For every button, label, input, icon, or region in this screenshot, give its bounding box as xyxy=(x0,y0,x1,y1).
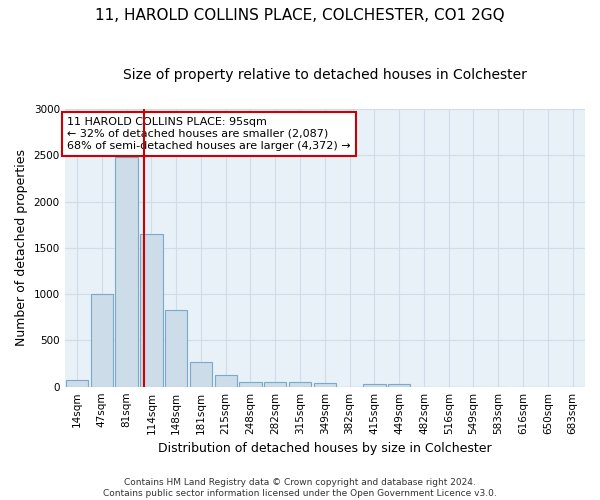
Bar xyxy=(289,382,311,386)
Bar xyxy=(215,375,237,386)
Bar xyxy=(115,157,138,386)
Y-axis label: Number of detached properties: Number of detached properties xyxy=(15,150,28,346)
Text: Contains HM Land Registry data © Crown copyright and database right 2024.
Contai: Contains HM Land Registry data © Crown c… xyxy=(103,478,497,498)
Text: 11, HAROLD COLLINS PLACE, COLCHESTER, CO1 2GQ: 11, HAROLD COLLINS PLACE, COLCHESTER, CO… xyxy=(95,8,505,22)
Bar xyxy=(239,382,262,386)
Bar xyxy=(388,384,410,386)
Bar xyxy=(66,380,88,386)
X-axis label: Distribution of detached houses by size in Colchester: Distribution of detached houses by size … xyxy=(158,442,491,455)
Bar xyxy=(314,383,336,386)
Bar xyxy=(91,294,113,386)
Bar xyxy=(264,382,286,386)
Title: Size of property relative to detached houses in Colchester: Size of property relative to detached ho… xyxy=(123,68,527,82)
Bar xyxy=(140,234,163,386)
Bar xyxy=(165,310,187,386)
Bar xyxy=(363,384,386,386)
Text: 11 HAROLD COLLINS PLACE: 95sqm
← 32% of detached houses are smaller (2,087)
68% : 11 HAROLD COLLINS PLACE: 95sqm ← 32% of … xyxy=(67,118,351,150)
Bar xyxy=(190,362,212,386)
